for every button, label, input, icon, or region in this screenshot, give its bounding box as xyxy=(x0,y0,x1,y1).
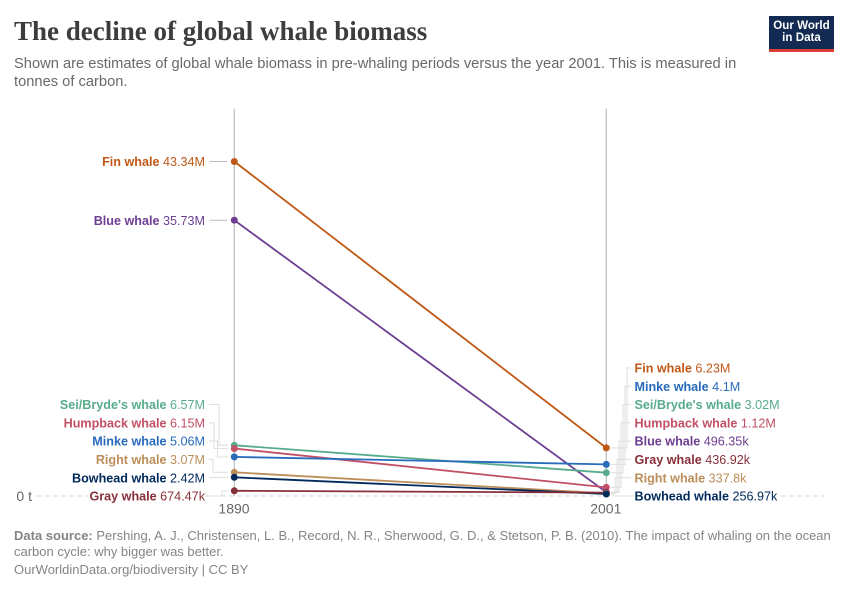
svg-text:Sei/Bryde's whale 3.02M: Sei/Bryde's whale 3.02M xyxy=(635,398,780,412)
svg-text:Right whale 337.8k: Right whale 337.8k xyxy=(635,471,748,485)
svg-text:Gray whale 436.92k: Gray whale 436.92k xyxy=(635,453,751,467)
svg-text:Bowhead whale 256.97k: Bowhead whale 256.97k xyxy=(635,490,779,504)
svg-text:Minke whale 4.1M: Minke whale 4.1M xyxy=(635,380,741,394)
svg-text:Humpback whale 6.15M: Humpback whale 6.15M xyxy=(64,416,205,430)
svg-text:2001: 2001 xyxy=(590,501,621,517)
svg-text:0 t: 0 t xyxy=(16,488,32,504)
svg-text:1890: 1890 xyxy=(218,501,249,517)
svg-text:Gray whale 674.47k: Gray whale 674.47k xyxy=(89,490,205,504)
svg-text:Sei/Bryde's whale 6.57M: Sei/Bryde's whale 6.57M xyxy=(60,398,205,412)
svg-text:Blue whale 496.35k: Blue whale 496.35k xyxy=(635,435,750,449)
svg-text:Blue whale 35.73M: Blue whale 35.73M xyxy=(94,214,205,228)
svg-text:Fin whale 6.23M: Fin whale 6.23M xyxy=(635,362,731,376)
svg-text:Humpback whale 1.12M: Humpback whale 1.12M xyxy=(635,416,776,430)
svg-text:Right whale 3.07M: Right whale 3.07M xyxy=(96,453,205,467)
svg-text:Bowhead whale 2.42M: Bowhead whale 2.42M xyxy=(72,471,205,485)
svg-text:Minke whale 5.06M: Minke whale 5.06M xyxy=(92,435,205,449)
svg-text:Fin whale 43.34M: Fin whale 43.34M xyxy=(102,155,205,169)
